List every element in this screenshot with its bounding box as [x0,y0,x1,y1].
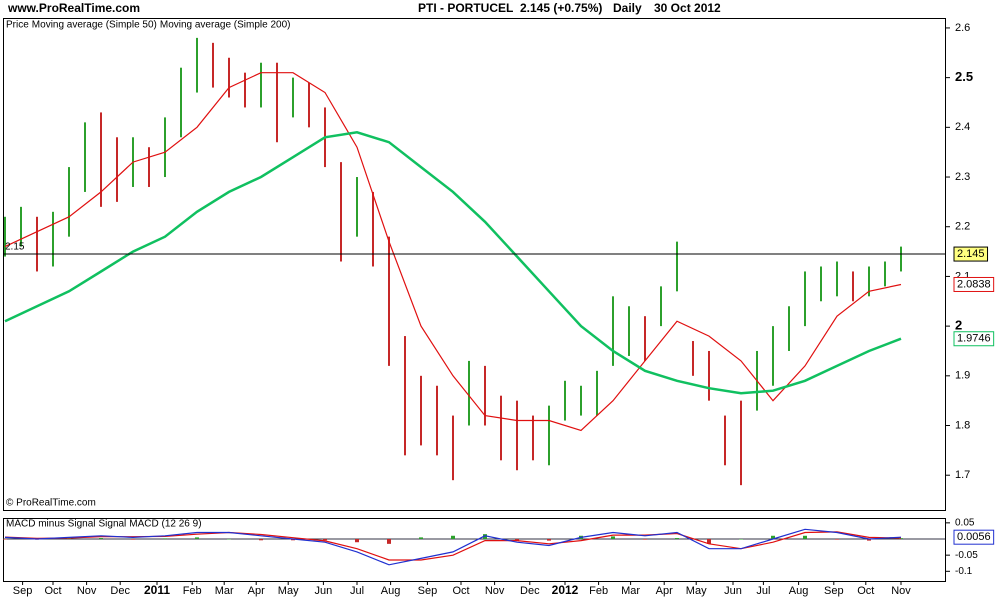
histogram-bar [259,539,263,541]
x-tick-label: May [686,585,707,597]
histogram-bar [3,539,7,540]
y-tick-label: 2.2 [955,221,970,233]
date: 30 Oct 2012 [654,1,721,15]
y-tick-label: 1.9 [955,370,970,382]
y-tick-label: 2 [955,318,962,333]
value-badge: 2.145 [957,248,985,260]
histogram-bar [899,538,903,539]
histogram-bar [419,537,423,539]
x-tick-label: Sep [824,585,844,597]
macd-frame [3,518,946,582]
x-tick-label: Aug [381,585,401,597]
x-tick-label: Nov [77,585,97,597]
legend-entry: MACD minus Signal [6,519,95,530]
y-tick-label: 1.7 [955,469,970,481]
x-tick-label: Apr [248,585,265,597]
chart-subtitle: 2.145 (+0.75%) [520,1,602,15]
histogram-bar [227,539,231,540]
y-tick-label: -0.05 [955,550,978,561]
x-tick-label: Sep [418,585,438,597]
moving-average-line [4,131,902,395]
legend-entry: Signal [98,519,126,530]
x-tick-label: Oct [452,585,469,597]
period: Daily [613,1,642,15]
value-badge-box [953,331,995,347]
x-tick-label: Jul [350,585,364,597]
x-tick-label: Apr [656,585,673,597]
x-tick-label: Jun [724,585,742,597]
histogram-bar [355,539,359,543]
x-tick-label: Oct [44,585,61,597]
y-tick-label: 2.6 [955,22,970,34]
histogram-bar [195,537,199,539]
histogram-bar [387,539,391,544]
x-tick-label: Dec [520,585,540,597]
legend-entry: MACD (12 26 9) [129,519,201,530]
chart-title: PTI - PORTUCEL [418,1,513,15]
histogram-bar [323,539,327,541]
y-tick-label: 2.4 [955,121,970,133]
x-tick-label: Nov [485,585,505,597]
legend-entry: Moving average (Simple 200) [160,20,291,31]
histogram-bar [67,538,71,539]
histogram-bar [643,539,647,540]
x-tick-label: Nov [891,585,911,597]
histogram-bar [867,539,871,541]
legend-entry: Price [6,20,29,31]
y-tick-label: 0.05 [955,517,975,528]
x-tick-label: Oct [857,585,874,597]
histogram-bar [131,539,135,540]
histogram-bar [803,535,807,539]
x-tick-label: Jul [756,585,770,597]
histogram-bar [547,539,551,541]
histogram-bar [611,536,615,539]
source: www.ProRealTime.com [7,1,140,15]
x-tick-label: Mar [621,585,640,597]
histogram-bar [675,538,679,539]
x-tick-label: Aug [789,585,809,597]
histogram-bar [163,538,167,539]
y-tick-label: 2.5 [955,69,973,84]
x-tick-label: 2011 [144,583,170,597]
histogram-bar [835,539,839,540]
x-tick-label: Feb [183,585,202,597]
y-tick-label: -0.1 [955,566,973,577]
y-tick-label: 2.3 [955,171,970,183]
histogram-bar [451,535,455,539]
x-tick-label: Jun [315,585,333,597]
macd-line [4,528,902,566]
x-tick-label: May [278,585,299,597]
value-badge: 0.0056 [957,531,991,543]
x-tick-label: Mar [215,585,234,597]
histogram-bar [739,539,743,540]
value-badge-box [953,246,989,262]
histogram-bar [771,535,775,539]
value-badge: 1.9746 [957,333,991,345]
legend-entry: Moving average (Simple 50) [32,20,157,31]
reference-line-label: 2.15 [5,242,25,253]
value-badge-box [953,276,995,292]
histogram-bar [707,539,711,544]
histogram-bar [291,539,295,541]
histogram-bar [483,534,487,539]
value-badge-box [953,529,995,545]
x-tick-label: Feb [589,585,608,597]
moving-average-line [4,72,902,432]
price-frame [3,18,946,511]
value-badge: 2.0838 [957,278,991,290]
histogram-bar [515,539,519,541]
watermark: © ProRealTime.com [6,498,96,509]
x-tick-label: 2012 [552,583,579,597]
x-tick-label: Dec [110,585,130,597]
histogram-bar [99,538,103,539]
y-tick-label: 1.8 [955,419,970,431]
x-tick-label: Sep [13,585,33,597]
